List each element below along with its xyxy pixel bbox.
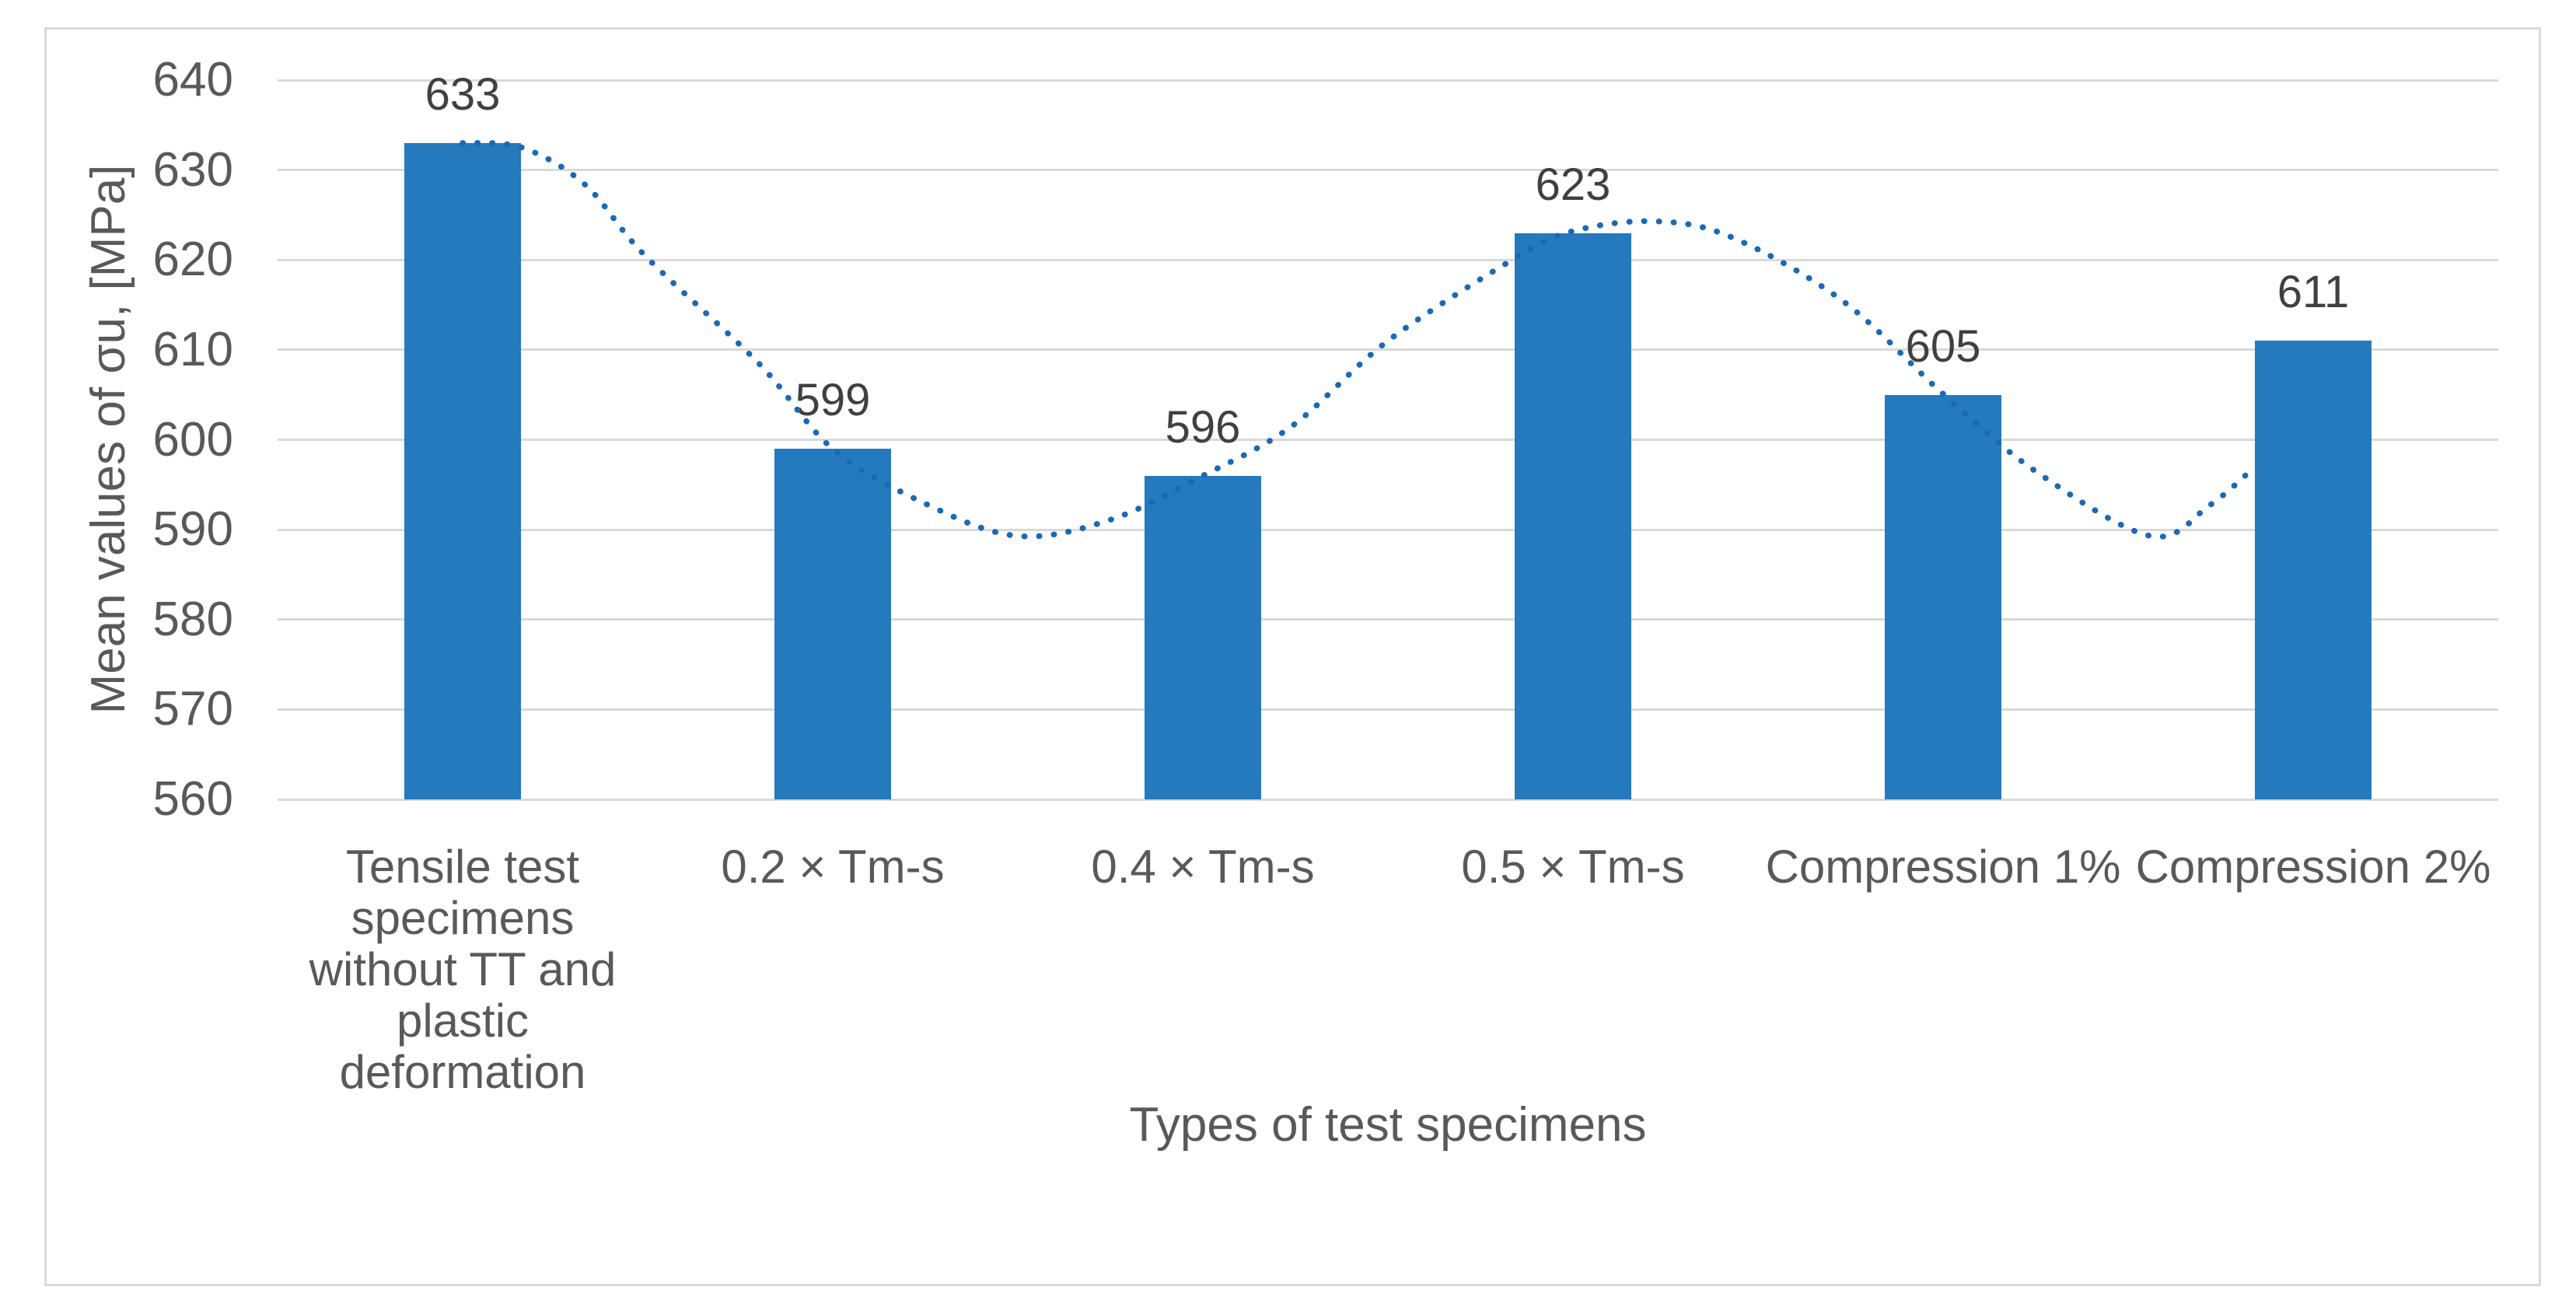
gridline-630	[278, 169, 2498, 172]
category-label-2: 0.2 × Tm-s	[721, 841, 945, 893]
x-axis-title: Types of test specimens	[1129, 1098, 1647, 1152]
category-label-5: Compression 1%	[1765, 841, 2121, 893]
data-label-1: 633	[425, 68, 501, 120]
gridline-570	[278, 708, 2498, 711]
category-label-4: 0.5 × Tm-s	[1461, 841, 1685, 893]
category-label-1: Tensile test specimens without TT and pl…	[309, 841, 617, 1098]
gridline-560	[278, 798, 2498, 801]
gridline-580	[278, 618, 2498, 621]
data-label-2: 599	[795, 375, 871, 426]
data-label-6: 611	[2277, 267, 2350, 318]
bar-2	[774, 449, 891, 799]
y-tick-590: 590	[152, 502, 233, 557]
bar-6	[2255, 341, 2372, 799]
bar-4	[1515, 233, 1631, 799]
category-label-6: Compression 2%	[2135, 841, 2491, 893]
gridline-640	[278, 79, 2498, 82]
y-tick-610: 610	[152, 322, 233, 376]
y-tick-600: 600	[152, 412, 233, 467]
y-tick-620: 620	[152, 233, 233, 287]
bar-5	[1885, 394, 2001, 799]
y-tick-580: 580	[152, 592, 233, 646]
y-tick-560: 560	[152, 772, 233, 826]
data-label-4: 623	[1535, 159, 1611, 210]
y-axis-title: Mean values of σu, [MPa]	[82, 164, 135, 715]
bar-3	[1145, 475, 1261, 799]
data-label-5: 605	[1905, 320, 1981, 372]
y-tick-630: 630	[152, 142, 233, 197]
gridline-610	[278, 348, 2498, 351]
gridline-620	[278, 258, 2498, 261]
data-label-3: 596	[1165, 401, 1241, 453]
gridline-600	[278, 439, 2498, 441]
gridline-590	[278, 528, 2498, 531]
bar-1	[404, 142, 521, 799]
y-tick-640: 640	[152, 53, 233, 107]
category-label-3: 0.4 × Tm-s	[1091, 841, 1315, 893]
y-tick-570: 570	[152, 682, 233, 736]
